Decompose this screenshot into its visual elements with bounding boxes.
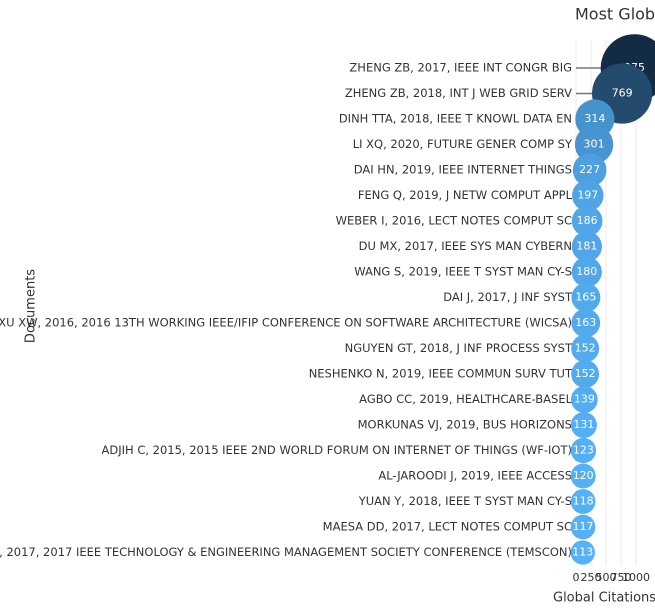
bubble [571, 205, 603, 237]
value-label: 314 [584, 112, 605, 125]
value-label: 152 [575, 367, 596, 380]
value-label: 180 [576, 265, 597, 278]
value-label: 117 [573, 520, 594, 533]
bubble [571, 256, 602, 288]
bubble [571, 334, 600, 363]
bubble [570, 437, 597, 464]
x-tick-label: 500 [596, 571, 617, 584]
y-axis-label: Documents [24, 269, 39, 343]
value-label: 165 [575, 291, 596, 304]
y-tick-label: WANG S, 2019, IEEE T SYST MAN CY-S [354, 265, 572, 279]
y-tick-label: DAI J, 2017, J INF SYST [443, 290, 573, 304]
value-label: 163 [575, 316, 596, 329]
y-tick-label: AL-JAROODI J, 2019, IEEE ACCESS [378, 469, 572, 483]
bubble [571, 360, 600, 388]
y-tick-label: LI XQ, 2020, FUTURE GENER COMP SY [353, 137, 573, 151]
y-tick-label: YUAN Y, 2018, IEEE T SYST MAN CY-S [358, 494, 572, 508]
y-tick-label: DAI HN, 2019, IEEE INTERNET THINGS [354, 163, 572, 177]
value-label: 113 [572, 546, 593, 559]
x-axis-label: Global Citations [553, 591, 655, 606]
y-tick-label: ZHENG ZB, 2017, IEEE INT CONGR BIG [349, 61, 572, 75]
bubble [572, 179, 604, 212]
bubble [570, 386, 598, 413]
value-label: 301 [584, 138, 605, 151]
value-label: 131 [573, 418, 594, 431]
x-tick-label: 250 [581, 571, 602, 584]
bubble [571, 308, 601, 338]
y-tick-label: DINH TTA, 2018, IEEE T KNOWL DATA EN [339, 112, 572, 126]
x-tick-label: 1000 [622, 571, 650, 584]
bubble [572, 153, 607, 187]
y-tick-label: XU XW, 2016, 2016 13TH WORKING IEEE/IFIP… [0, 316, 572, 330]
value-label: 186 [577, 214, 598, 227]
y-tick-label: RAM T, 2017, 2017 IEEE TECHNOLOGY & ENGI… [0, 545, 572, 559]
bubble [570, 514, 596, 540]
y-tick-label: MORKUNAS VJ, 2019, BUS HORIZONS [358, 418, 572, 432]
bubble [570, 489, 596, 514]
y-tick-label: ZHENG ZB, 2018, INT J WEB GRID SERV [345, 86, 572, 100]
y-tick-label: AGBO CC, 2019, HEALTHCARE-BASEL [359, 392, 572, 406]
value-label: 197 [577, 189, 598, 202]
bubble [570, 540, 595, 565]
y-tick-label: DU MX, 2017, IEEE SYS MAN CYBERN [359, 239, 572, 253]
y-tick-label: MAESA DD, 2017, LECT NOTES COMPUT SC [323, 520, 572, 534]
bubble [570, 463, 596, 489]
y-tick-label: ADJIH C, 2015, 2015 IEEE 2ND WORLD FORUM… [102, 443, 572, 457]
value-label: 120 [573, 469, 594, 482]
value-label: 181 [576, 240, 597, 253]
value-label: 769 [612, 87, 633, 100]
value-label: 139 [574, 393, 595, 406]
value-label: 123 [573, 444, 594, 457]
value-label: 118 [573, 495, 594, 508]
bubble [571, 283, 601, 312]
bubble [570, 411, 597, 439]
x-tick-label: 750 [611, 571, 632, 584]
y-tick-label: FENG Q, 2019, J NETW COMPUT APPL [358, 188, 573, 202]
value-label: 152 [575, 342, 596, 355]
y-tick-label: NGUYEN GT, 2018, J INF PROCESS SYST [345, 341, 573, 355]
bubble [571, 231, 602, 262]
y-tick-label: WEBER I, 2016, LECT NOTES COMPUT SC [336, 214, 572, 228]
y-tick-label: NESHENKO N, 2019, IEEE COMMUN SURV TUT [309, 367, 573, 381]
value-label: 227 [579, 163, 600, 176]
x-tick-label: 0 [573, 571, 580, 584]
chart-title: Most Global Cited Documents [575, 5, 655, 24]
